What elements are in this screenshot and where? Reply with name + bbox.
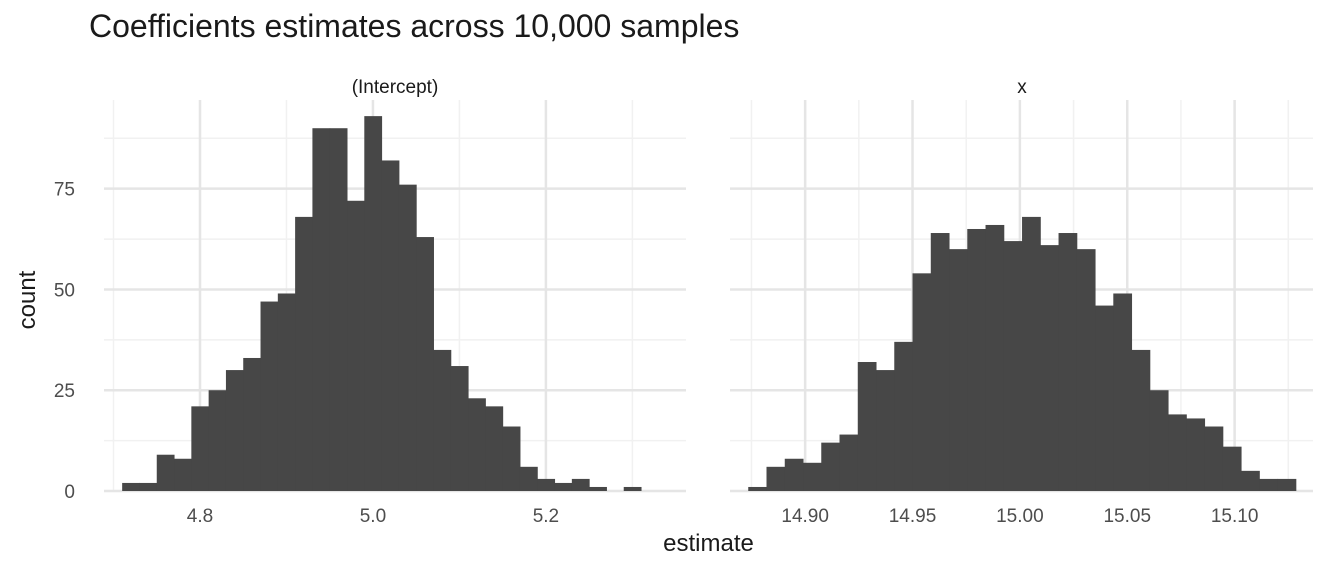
histogram-bar bbox=[1204, 426, 1224, 491]
histogram-bar bbox=[1113, 293, 1133, 491]
histogram-bar bbox=[912, 273, 932, 491]
histogram-bar bbox=[277, 293, 296, 491]
histogram-bar bbox=[1186, 418, 1206, 491]
histogram-bar bbox=[519, 466, 538, 491]
histogram-bar bbox=[571, 478, 590, 491]
histogram-bar bbox=[1259, 478, 1279, 491]
histogram-bar bbox=[191, 406, 210, 491]
histogram-bar bbox=[260, 301, 279, 491]
histogram-bar bbox=[766, 466, 786, 491]
histogram-bar bbox=[329, 128, 348, 491]
histogram-bar bbox=[243, 357, 262, 491]
panel-x: x 14.90 14.95 15.00 15.05 15.10 bbox=[730, 77, 1313, 527]
histogram-bar bbox=[803, 462, 822, 491]
histogram-bar bbox=[312, 128, 331, 491]
y-tick-label: 50 bbox=[54, 280, 75, 301]
histogram-bar bbox=[502, 426, 521, 491]
histogram-bar bbox=[1149, 390, 1169, 491]
histogram-bar bbox=[748, 486, 768, 491]
histogram-bar bbox=[1076, 249, 1096, 491]
histogram-bar bbox=[468, 398, 486, 491]
histogram-bar bbox=[208, 390, 227, 491]
histogram-bar bbox=[139, 482, 158, 491]
histogram-bar bbox=[1277, 478, 1297, 491]
histogram-bar bbox=[156, 454, 175, 491]
histogram-bar bbox=[1022, 216, 1041, 491]
histogram-bar bbox=[784, 458, 804, 491]
histogram-bar bbox=[839, 434, 859, 491]
histogram-bar bbox=[894, 341, 914, 491]
histogram-bar bbox=[1131, 349, 1151, 491]
panel-intercept: (Intercept) 0 25 50 75 4.8 5.0 5.2 bbox=[54, 77, 686, 527]
histogram-bar bbox=[416, 237, 434, 491]
histogram-bar bbox=[985, 224, 1005, 492]
histogram-bar bbox=[821, 442, 841, 491]
histogram-bar bbox=[949, 249, 968, 491]
histogram-bar bbox=[1058, 233, 1078, 491]
histogram-bar bbox=[1241, 470, 1260, 491]
histogram-bar bbox=[1095, 305, 1114, 491]
histogram-bar bbox=[381, 160, 400, 491]
y-tick-label: 75 bbox=[54, 180, 75, 201]
histogram-bar bbox=[623, 486, 642, 491]
histogram-bar bbox=[364, 116, 383, 491]
histogram-bar bbox=[967, 228, 987, 491]
x-tick-label: 15.05 bbox=[1103, 506, 1151, 527]
y-tick-label: 25 bbox=[54, 381, 75, 402]
x-tick-label: 5.0 bbox=[360, 506, 386, 527]
panel-body: 14.90 14.95 15.00 15.05 15.10 bbox=[730, 100, 1313, 527]
histogram-bar bbox=[589, 486, 607, 491]
x-tick-label: 15.00 bbox=[996, 506, 1044, 527]
histogram-bar bbox=[485, 406, 504, 491]
histogram-bar bbox=[450, 366, 469, 491]
histogram-bar bbox=[1222, 446, 1242, 491]
histogram-bar bbox=[876, 370, 895, 491]
histogram-bar bbox=[295, 216, 313, 491]
histogram-bar bbox=[1003, 241, 1023, 491]
facet-strip-label: x bbox=[1017, 77, 1027, 98]
histogram-bar bbox=[1168, 414, 1187, 491]
x-tick-label: 4.8 bbox=[187, 506, 213, 527]
histogram-bar bbox=[554, 482, 573, 491]
panel-body: 0 25 50 75 4.8 5.0 5.2 bbox=[54, 100, 686, 527]
histogram-bar bbox=[1040, 245, 1060, 491]
histogram-bar bbox=[174, 458, 192, 491]
histogram-bar bbox=[930, 233, 950, 491]
x-axis-label: estimate bbox=[663, 530, 754, 557]
histogram-bar bbox=[537, 478, 556, 491]
chart-title: Coefficients estimates across 10,000 sam… bbox=[89, 8, 740, 44]
histogram-bar bbox=[398, 184, 417, 492]
histogram-bar bbox=[857, 362, 877, 491]
x-tick-label: 14.95 bbox=[889, 506, 937, 527]
x-tick-label: 15.10 bbox=[1211, 506, 1259, 527]
histogram-bar bbox=[122, 482, 140, 491]
histogram-bar bbox=[347, 200, 365, 491]
x-tick-label: 14.90 bbox=[781, 506, 829, 527]
histogram-bar bbox=[433, 349, 452, 491]
x-tick-label: 5.2 bbox=[533, 506, 559, 527]
histogram-bar bbox=[225, 370, 244, 491]
facet-strip-label: (Intercept) bbox=[352, 77, 439, 98]
y-tick-label: 0 bbox=[64, 482, 75, 503]
